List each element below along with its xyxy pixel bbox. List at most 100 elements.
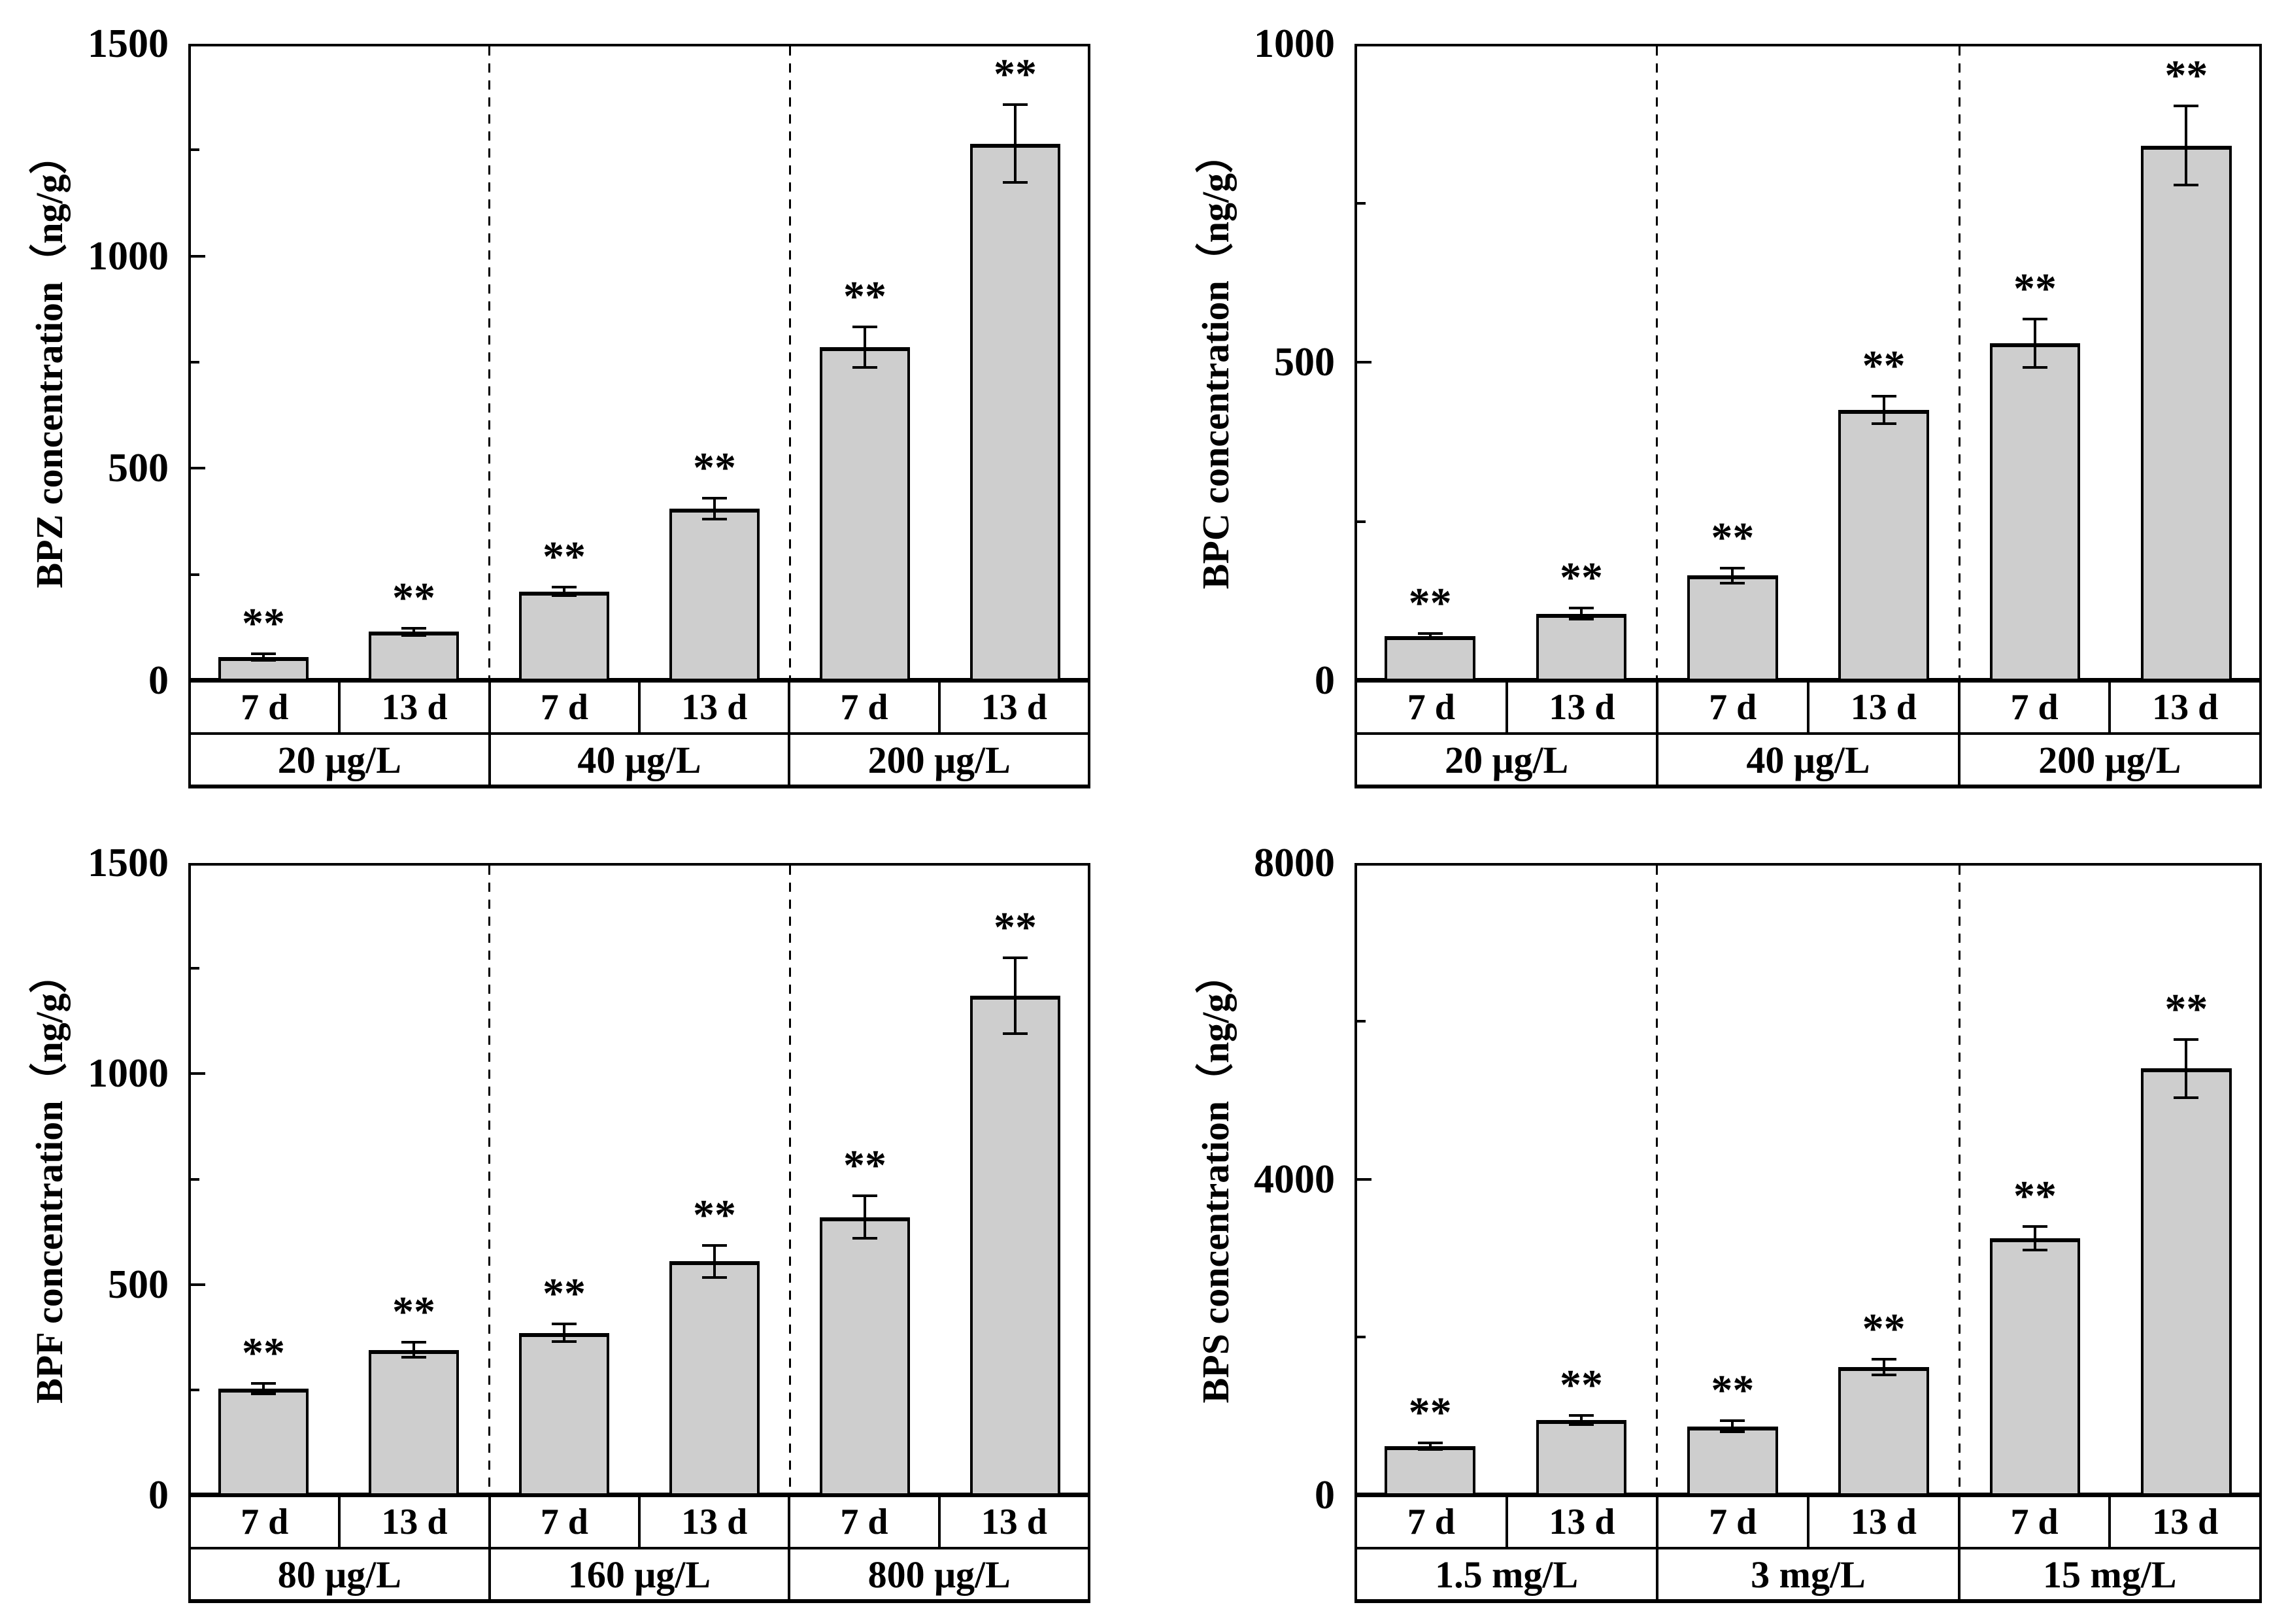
significance-label: ** (693, 1191, 736, 1239)
error-bar-cap-top (702, 497, 727, 500)
significance-label: ** (843, 1142, 886, 1190)
error-bar-line (864, 327, 866, 368)
group-separator-dashed-line (1656, 46, 1658, 678)
day-cell-label: 13 d (2152, 687, 2219, 728)
y-axis-tick-label: 0 (1315, 658, 1335, 703)
error-bar-line (262, 654, 265, 661)
error-bar-line (563, 587, 565, 596)
y-axis-tick-label: 500 (1274, 340, 1335, 384)
y-axis-tick-label: 500 (108, 446, 169, 491)
y-axis-minor-tick (1357, 201, 1366, 205)
bar-40-g-l-13-d (1838, 410, 1930, 681)
day-cell-label: 7 d (540, 687, 588, 728)
y-axis-tick-label: 1000 (88, 233, 169, 279)
dose-group-cell: 1.5 mg/L (1357, 1549, 1659, 1599)
day-cell-label: 7 d (1709, 687, 1757, 728)
day-cell: 13 d (641, 683, 791, 732)
error-bar-cap-top (1003, 103, 1028, 106)
day-cell: 7 d (1658, 683, 1810, 732)
day-cell-label: 7 d (1407, 1502, 1455, 1542)
group-separator-dashed-line (488, 866, 490, 1493)
error-bar-cap-top (1569, 1413, 1594, 1417)
error-bar-cap-top (2174, 1038, 2199, 1041)
y-axis-tick-label: 1500 (88, 841, 169, 885)
error-bar-cap-top (2023, 1225, 2047, 1228)
day-cell: 13 d (1508, 1497, 1659, 1547)
significance-label: ** (242, 1328, 285, 1377)
error-bar-cap-top (2174, 105, 2199, 108)
bar-20-g-l-13-d (369, 632, 459, 681)
significance-label: ** (543, 1270, 586, 1318)
dose-group-label: 160 μg/L (567, 1553, 711, 1596)
error-bar-cap-top (852, 326, 877, 329)
group-separator-dashed-line (1656, 866, 1658, 1493)
dose-group-row: 20 μg/L 40 μg/L 200 μg/L (188, 735, 1090, 788)
day-cell-label: 13 d (1850, 1502, 1917, 1542)
error-bar-cap-bottom (1003, 181, 1028, 184)
group-separator-dashed-line (1958, 866, 1960, 1493)
error-bar-cap-bottom (2023, 365, 2047, 369)
y-axis-major-tick (191, 1283, 205, 1286)
bar-15-mg-l-7-d (1989, 1238, 2081, 1495)
group-separator-dashed-line (788, 46, 791, 678)
day-cell: 7 d (491, 1497, 641, 1547)
error-bar-line (713, 1245, 716, 1277)
y-axis-major-tick (1357, 1177, 1371, 1181)
bar-3-mg-l-13-d (1838, 1367, 1930, 1495)
dose-group-cell: 800 μg/L (790, 1549, 1088, 1599)
day-cell: 13 d (941, 683, 1088, 732)
error-bar-cap-bottom (1720, 1430, 1745, 1434)
bar-800-g-l-7-d (820, 1217, 910, 1495)
dose-group-label: 20 μg/L (277, 738, 401, 781)
day-header-row: 7 d 13 d 7 d 13 d 7 d 13 d (188, 683, 1090, 735)
day-cell-label: 13 d (2152, 1502, 2219, 1542)
day-cell-label: 13 d (1549, 687, 1615, 728)
error-bar-line (2185, 1039, 2188, 1098)
x-axis-baseline (1354, 1493, 2262, 1497)
day-cell: 13 d (341, 683, 491, 732)
day-cell: 7 d (790, 1497, 941, 1547)
plot-box (188, 863, 1090, 1495)
dose-group-label: 40 μg/L (1746, 738, 1870, 781)
error-bar-cap-bottom (552, 594, 577, 598)
day-cell-label: 13 d (681, 1502, 748, 1542)
significance-label: ** (1862, 341, 1906, 390)
y-axis-major-tick (191, 467, 205, 470)
bar-200-g-l-7-d (820, 347, 910, 681)
day-cell-label: 13 d (681, 687, 748, 728)
day-cell-label: 13 d (381, 1502, 448, 1542)
bar-80-g-l-7-d (218, 1388, 309, 1495)
dose-group-label: 20 μg/L (1445, 738, 1569, 781)
significance-label: ** (242, 600, 285, 648)
bar-200-g-l-13-d (2140, 145, 2232, 681)
error-bar-cap-top (552, 1323, 577, 1326)
day-cell: 13 d (2111, 683, 2259, 732)
group-separator-dashed-line (1958, 46, 1960, 678)
day-cell: 7 d (1960, 1497, 2111, 1547)
day-header-row: 7 d 13 d 7 d 13 d 7 d 13 d (1354, 683, 2262, 735)
day-cell: 13 d (1508, 683, 1659, 732)
y-axis-tick-label: 0 (148, 1473, 169, 1517)
bar-800-g-l-13-d (970, 996, 1060, 1495)
error-bar-line (563, 1324, 565, 1342)
error-bar-line (1580, 607, 1583, 620)
error-bar-cap-top (1871, 1358, 1896, 1361)
y-axis-minor-tick (1357, 520, 1366, 523)
day-header-row: 7 d 13 d 7 d 13 d 7 d 13 d (188, 1497, 1090, 1549)
error-bar-cap-bottom (401, 634, 426, 637)
error-bar-cap-bottom (2023, 1249, 2047, 1252)
error-bar-cap-top (401, 627, 426, 630)
significance-label: ** (392, 574, 435, 622)
dose-group-cell: 3 mg/L (1658, 1549, 1960, 1599)
error-bar-cap-top (1003, 956, 1028, 960)
day-cell-label: 7 d (241, 1502, 289, 1542)
bar-1.5-mg-l-13-d (1536, 1420, 1627, 1495)
y-axis-minor-tick (191, 967, 199, 970)
error-bar-cap-bottom (251, 1393, 276, 1396)
error-bar-cap-bottom (702, 1276, 727, 1279)
bar-3-mg-l-7-d (1687, 1426, 1778, 1495)
error-bar-cap-bottom (702, 517, 727, 520)
